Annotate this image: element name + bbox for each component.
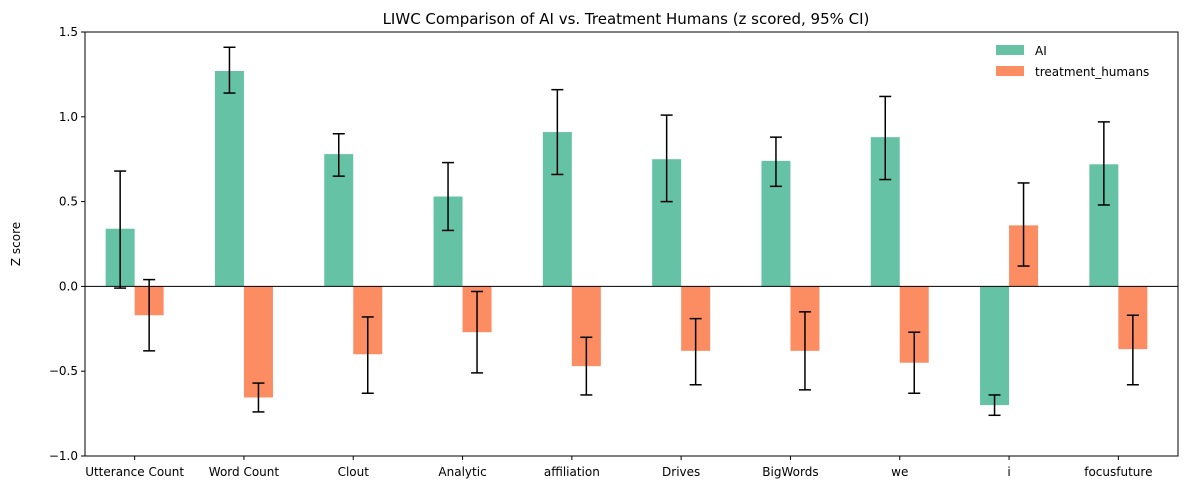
- y-tick-label: 0.5: [59, 195, 78, 209]
- x-tick-label: Analytic: [438, 465, 486, 479]
- legend-label: treatment_humans: [1035, 65, 1149, 79]
- legend-label: AI: [1035, 44, 1047, 58]
- x-tick-label: Utterance Count: [85, 465, 184, 479]
- x-tick-label: BigWords: [762, 465, 818, 479]
- plot-frame: [84, 31, 1179, 457]
- x-tick-label: Clout: [338, 465, 370, 479]
- y-axis-label: Z score: [9, 222, 23, 266]
- y-tick-label: −1.0: [49, 449, 78, 463]
- x-tick-label: Drives: [662, 465, 700, 479]
- legend-swatch: [996, 45, 1024, 55]
- x-tick-label: Word Count: [209, 465, 280, 479]
- legend-swatch: [996, 66, 1024, 76]
- x-tick-label: affiliation: [544, 465, 600, 479]
- chart-title: LIWC Comparison of AI vs. Treatment Huma…: [383, 10, 870, 28]
- x-tick-label: we: [891, 465, 908, 479]
- x-tick-label: i: [1007, 465, 1010, 479]
- x-tick-label: focusfuture: [1084, 465, 1152, 479]
- y-tick-label: 1.0: [59, 110, 78, 124]
- y-tick-label: 0.0: [59, 279, 78, 293]
- y-tick-label: −0.5: [49, 364, 78, 378]
- bar-AI-word-count: [214, 71, 244, 287]
- bar-treatment_humans-word-count: [243, 286, 273, 398]
- y-tick-label: 1.5: [59, 25, 78, 39]
- bar-AI-i: [980, 286, 1010, 406]
